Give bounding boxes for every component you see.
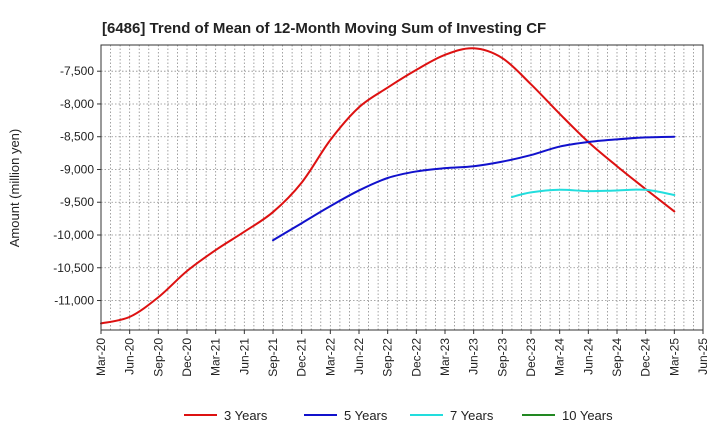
- x-tick-label: Jun-25: [696, 338, 710, 375]
- x-tick-label: Dec-24: [639, 338, 653, 377]
- y-tick-label: -7,500: [60, 64, 94, 78]
- x-tick-label: Sep-23: [495, 338, 509, 377]
- x-tick-label: Sep-21: [266, 338, 280, 377]
- x-tick-label: Mar-23: [438, 338, 452, 376]
- grid: [101, 45, 703, 330]
- x-tick-label: Jun-20: [123, 338, 137, 375]
- y-tick-label: -10,500: [53, 261, 94, 275]
- legend-label-5-years: 5 Years: [344, 408, 388, 423]
- x-tick-label: Dec-23: [524, 338, 538, 377]
- x-tick-label: Dec-22: [409, 338, 423, 377]
- x-tick-label: Mar-22: [323, 338, 337, 376]
- y-tick-label: -10,000: [53, 228, 94, 242]
- x-tick-label: Jun-24: [581, 338, 595, 375]
- x-tick-label: Jun-23: [467, 338, 481, 375]
- series-line-5-years: [272, 135, 676, 242]
- x-tick-label: Jun-22: [352, 338, 366, 375]
- y-tick-label: -11,000: [54, 294, 94, 308]
- x-tick-label: Mar-24: [553, 338, 567, 376]
- x-tick-label: Dec-21: [295, 338, 309, 377]
- y-tick-label: -9,000: [60, 162, 94, 176]
- series-layer: [100, 47, 676, 325]
- y-axis: -11,000 -10,500 -10,000 -9,500 -9,000 -8,500 -…: [53, 64, 101, 308]
- x-tick-label: Dec-20: [180, 338, 194, 377]
- x-tick-label: Sep-20: [151, 338, 165, 377]
- x-tick-label: Jun-21: [237, 338, 251, 375]
- y-tick-label: -9,500: [60, 195, 94, 209]
- x-tick-label: Mar-25: [667, 338, 681, 376]
- x-tick-label: Mar-20: [94, 338, 108, 376]
- x-tick-label: Sep-24: [610, 338, 624, 377]
- y-axis-label: Amount (million yen): [7, 129, 22, 248]
- series-line-3-years: [100, 47, 676, 325]
- x-axis: Mar-20 Jun-20 Sep-20 Dec-20 Mar-21 Jun-21 Sep-…: [94, 330, 710, 377]
- chart-title: [6486] Trend of Mean of 12-Month Moving …: [102, 20, 546, 37]
- series-line-7-years: [510, 188, 676, 198]
- legend-label-10-years: 10 Years: [562, 408, 613, 423]
- legend: 3 Years 5 Years 7 Years 10 Years: [184, 408, 613, 423]
- legend-label-7-years: 7 Years: [450, 408, 494, 423]
- x-tick-label: Mar-21: [209, 338, 223, 376]
- x-tick-label: Sep-22: [381, 338, 395, 377]
- plot-frame: [100, 44, 704, 331]
- y-tick-label: -8,500: [60, 130, 94, 144]
- legend-label-3-years: 3 Years: [224, 408, 268, 423]
- y-tick-label: -8,000: [60, 97, 94, 111]
